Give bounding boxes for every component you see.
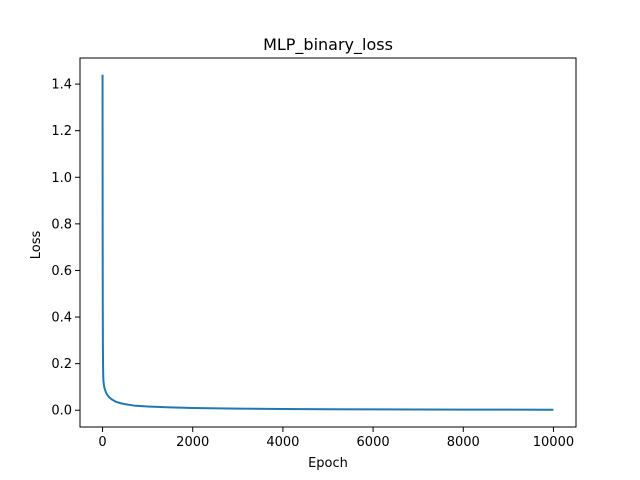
x-axis-label: Epoch [308, 456, 348, 471]
x-tick-label: 6000 [357, 435, 390, 450]
chart-title: MLP_binary_loss [263, 35, 393, 55]
x-tick-label: 8000 [447, 435, 480, 450]
y-tick-label: 1.0 [51, 171, 72, 186]
series-line-0 [101, 74, 554, 411]
y-tick-label: 1.2 [51, 124, 72, 139]
x-tick-label: 0 [98, 435, 106, 450]
y-tick-label: 0.0 [51, 404, 72, 419]
y-tick-label: 1.4 [51, 78, 72, 93]
y-axis-label: Loss [29, 231, 44, 260]
x-tick-label: 4000 [266, 435, 299, 450]
axes-frame [79, 57, 577, 428]
plot-area: 0 2000 4000 6000 8000 10000 0.0 0.2 0.4 0.6 0.8 1.0… [51, 57, 577, 450]
x-tick-label: 2000 [176, 435, 209, 450]
y-tick-label: 0.2 [51, 357, 72, 372]
x-tick-label: 10000 [533, 435, 574, 450]
y-tick-label: 0.8 [51, 217, 72, 232]
y-tick-label: 0.6 [51, 264, 72, 279]
y-tick-label: 0.4 [51, 311, 72, 326]
